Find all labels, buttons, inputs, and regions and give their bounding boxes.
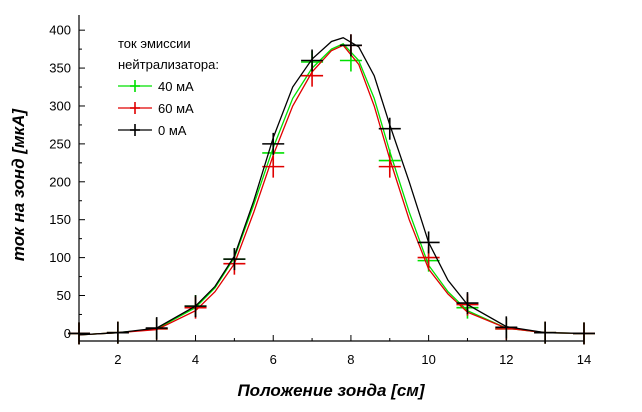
y-tick-label: 150 — [49, 212, 71, 227]
y-tick-label: 400 — [49, 23, 71, 38]
x-tick-label: 14 — [577, 352, 591, 367]
data-point — [262, 155, 285, 178]
y-tick-label: 300 — [49, 98, 71, 113]
y-tick-label: 350 — [49, 61, 71, 76]
series-line — [78, 44, 585, 336]
data-point — [223, 248, 246, 271]
legend-title: ток эмиссии — [118, 36, 191, 51]
data-point — [417, 231, 440, 254]
legend-label: 60 мА — [158, 101, 194, 116]
data-point — [145, 317, 168, 340]
legend-label: 40 мА — [158, 79, 194, 94]
data-point — [339, 34, 362, 57]
x-axis-title: Положение зонда [см] — [237, 381, 425, 400]
legend-entry: 0 мА — [118, 123, 187, 138]
x-tick-label: 10 — [421, 352, 435, 367]
x-tick-label: 12 — [499, 352, 513, 367]
data-point — [262, 132, 285, 155]
x-tick-label: 6 — [270, 352, 277, 367]
y-tick-label: 0 — [64, 326, 71, 341]
legend-entry: 40 мА — [118, 79, 194, 94]
y-tick-label: 200 — [49, 174, 71, 189]
series-line — [78, 36, 585, 336]
data-point — [301, 49, 324, 72]
data-point — [378, 117, 401, 140]
data-point — [378, 155, 401, 178]
data-point — [184, 295, 207, 318]
series-line — [78, 43, 585, 336]
data-point — [495, 316, 518, 339]
data-point — [456, 292, 479, 315]
x-tick-label: 2 — [114, 352, 121, 367]
series-layer — [68, 34, 595, 345]
legend-entry: 60 мА — [118, 101, 194, 116]
y-tick-label: 50 — [57, 288, 71, 303]
y-tick-label: 100 — [49, 250, 71, 265]
legend-title: нейтрализатора: — [118, 57, 219, 72]
legend: ток эмиссии нейтрализатора: 40 мА 60 мА 0 мА — [118, 36, 219, 138]
x-tick-label: 4 — [192, 352, 199, 367]
y-axis-title: ток на зонд [мкА] — [9, 108, 28, 262]
axes-layer: 0 50 100 150 200 250 300 350 400 2 4 6 8 10 12 14 — [49, 15, 591, 367]
x-tick-label: 8 — [347, 352, 354, 367]
y-tick-label: 250 — [49, 136, 71, 151]
legend-label: 0 мА — [158, 123, 187, 138]
